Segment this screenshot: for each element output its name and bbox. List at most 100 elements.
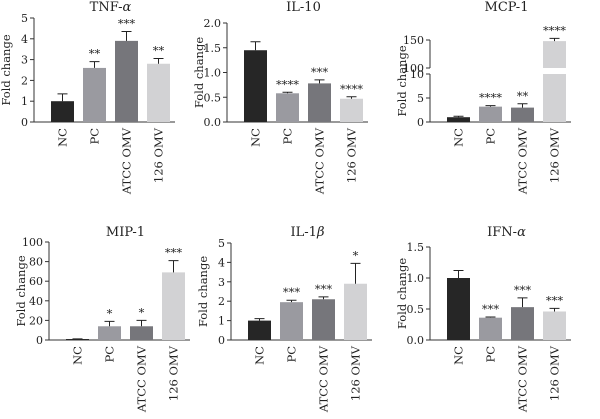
x-tick-label-pc: PC <box>484 346 498 363</box>
error-bar-atcc-omv <box>121 31 132 41</box>
x-tick-label-nc: NC <box>452 346 466 365</box>
error-bar-nc <box>453 115 464 118</box>
bar-pc <box>276 93 299 122</box>
significance-label: *** <box>283 285 301 299</box>
x-tick-label-126-omv: 126 OMV <box>548 127 562 183</box>
y-tick-label: 100 <box>22 236 43 249</box>
y-tick-label: 100 <box>403 62 424 75</box>
significance-label: *** <box>118 17 136 31</box>
y-tick-label: 1 <box>218 315 225 328</box>
bar-atcc-omv <box>115 40 138 122</box>
bar-nc <box>51 101 74 122</box>
x-tick-label-pc: PC <box>88 128 102 145</box>
x-tick-label-pc: PC <box>285 346 299 363</box>
x-tick-label-pc: PC <box>103 346 117 363</box>
bar-nc <box>447 117 470 122</box>
chart-panel-mip-1: MIP-1 0 20 40 60 80 100 Fold change NC * PC * ATCC O… <box>14 225 190 413</box>
error-bar-pc <box>485 316 496 318</box>
x-tick-label-pc: PC <box>281 128 295 145</box>
y-tick-label: 0 <box>21 116 28 129</box>
error-bar-pc <box>286 299 297 303</box>
error-bar-nc <box>453 270 464 278</box>
y-axis-label: Fold change <box>395 258 409 329</box>
y-tick-label: 1.0 <box>407 272 425 285</box>
x-tick-label-atcc-omv: ATCC OMV <box>516 345 530 413</box>
error-bar-126-omv <box>346 96 357 99</box>
chart-panel-tnf: TNF-α 0 1 2 3 4 5 Fold change NC ** PC *** ATCC OMV *… <box>0 0 175 195</box>
y-tick-label: 40 <box>29 295 43 308</box>
bar-126-omv <box>543 311 566 340</box>
y-tick-label: 0 <box>36 334 43 347</box>
x-tick-label-nc: NC <box>452 128 466 147</box>
error-bar-126-omv <box>549 37 560 42</box>
y-tick-label: 10 <box>410 68 424 81</box>
y-axis-label: Fold change <box>192 37 206 108</box>
y-tick-label: 3 <box>21 54 28 67</box>
significance-label: * <box>353 248 359 262</box>
y-axis-label: Fold change <box>395 45 409 116</box>
error-bar-pc <box>485 105 496 107</box>
bar-atcc-omv <box>312 299 335 340</box>
bar-pc <box>479 317 502 340</box>
y-tick-label: 0.5 <box>204 91 222 104</box>
chart-title: MCP-1 <box>485 0 529 15</box>
y-tick-label: 0.5 <box>407 303 425 316</box>
significance-label: * <box>139 305 145 319</box>
bar-pc <box>280 302 303 340</box>
y-axis-label: Fold change <box>0 34 13 105</box>
chart-panel-ifn: IFN-α 0.0 0.5 1.0 1.5 Fold change NC *** PC *** AT… <box>395 225 571 413</box>
error-bar-atcc-omv <box>517 103 528 108</box>
x-tick-label-nc: NC <box>56 128 70 147</box>
y-tick-label: 2 <box>21 74 28 87</box>
x-tick-label-atcc-omv: ATCC OMV <box>313 127 327 195</box>
chart-panel-il-1: IL-1β 0 1 2 3 4 5 Fold change NC *** PC *** ATCC OMV… <box>196 225 372 413</box>
y-tick-label: 20 <box>29 314 43 327</box>
x-tick-label-nc: NC <box>249 128 263 147</box>
x-tick-label-126-omv: 126 OMV <box>167 345 181 401</box>
y-tick-label: 80 <box>29 256 43 269</box>
axis-break-gap <box>542 68 567 74</box>
bar-nc <box>248 320 271 340</box>
error-bar-pc <box>89 61 100 68</box>
x-tick-label-nc: NC <box>71 346 85 365</box>
significance-label: *** <box>514 283 532 297</box>
bar-126-omv <box>162 272 185 340</box>
x-tick-label-pc: PC <box>484 128 498 145</box>
bar-pc <box>83 67 106 122</box>
significance-label: **** <box>276 77 299 91</box>
bar-126-omv <box>543 41 566 123</box>
significance-label: *** <box>482 302 500 316</box>
y-tick-label: 0 <box>218 334 225 347</box>
error-bar-126-omv <box>153 58 164 64</box>
bar-atcc-omv <box>130 326 153 340</box>
y-tick-label: 5 <box>417 92 424 105</box>
error-bar-nc <box>250 41 261 51</box>
y-tick-label: 3 <box>218 276 225 289</box>
error-bar-atcc-omv <box>314 79 325 84</box>
significance-label: **** <box>543 23 566 37</box>
bar-pc <box>98 326 121 340</box>
x-tick-label-126-omv: 126 OMV <box>548 345 562 401</box>
bar-126-omv <box>147 63 170 122</box>
y-tick-label: 2 <box>218 295 225 308</box>
y-tick-label: 5 <box>218 237 225 250</box>
chart-title: IL-1β <box>291 225 325 240</box>
x-tick-label-126-omv: 126 OMV <box>345 127 359 183</box>
y-tick-label: 1 <box>21 95 28 108</box>
bar-126-omv <box>344 283 367 340</box>
y-tick-label: 0.0 <box>204 116 222 129</box>
significance-label: *** <box>546 293 564 307</box>
bar-126-omv <box>340 98 363 122</box>
bar-atcc-omv <box>511 307 534 340</box>
y-tick-label: 4 <box>21 33 28 46</box>
significance-label: ** <box>517 89 529 103</box>
x-tick-label-126-omv: 126 OMV <box>349 345 363 401</box>
error-bar-nc <box>254 318 265 321</box>
chart-panel-il-10: IL-10 0.0 0.5 1.0 1.5 2.0 Fold change NC **** PC *… <box>192 0 368 195</box>
significance-label: ** <box>89 47 101 61</box>
chart-title: MIP-1 <box>106 225 145 240</box>
x-tick-label-atcc-omv: ATCC OMV <box>135 345 149 413</box>
significance-label: *** <box>315 282 333 296</box>
bar-pc <box>479 106 502 122</box>
